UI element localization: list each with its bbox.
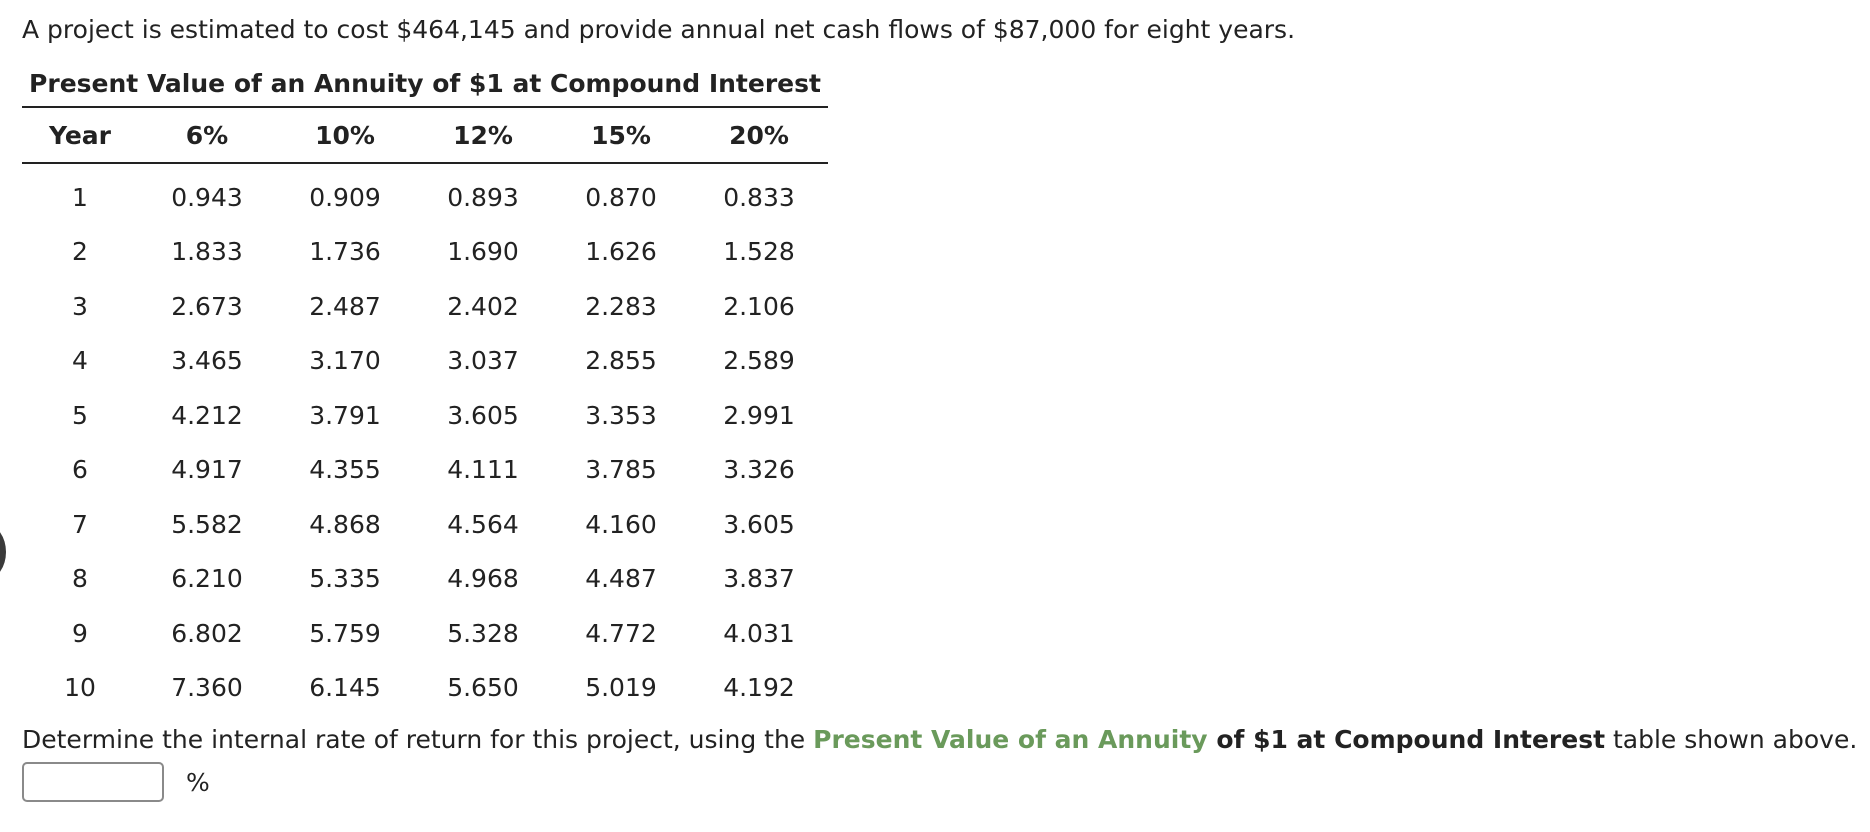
cell-rate-10: 4.868 bbox=[309, 509, 381, 539]
header-year: Year bbox=[22, 108, 138, 164]
cell-rate-15: 2.855 bbox=[585, 346, 657, 376]
cell-rate-12: 1.690 bbox=[447, 237, 519, 267]
cell-rate-10: 5.759 bbox=[309, 618, 381, 648]
table-row: 4 3.465 3.170 3.037 2.855 2.589 bbox=[22, 334, 828, 389]
cell-rate-15: 5.019 bbox=[585, 673, 657, 703]
header-rate-20: 20% bbox=[690, 108, 828, 164]
question-prefix: Determine the internal rate of return fo… bbox=[22, 725, 814, 754]
cell-rate-6: 4.212 bbox=[171, 400, 243, 430]
cell-year: 5 bbox=[72, 400, 88, 430]
cell-rate-6: 3.465 bbox=[171, 346, 243, 376]
cell-rate-6: 0.943 bbox=[171, 182, 243, 212]
question-bold-text: of $1 at Compound Interest bbox=[1207, 725, 1606, 754]
cell-rate-12: 2.402 bbox=[447, 291, 519, 321]
table-row: 2 1.833 1.736 1.690 1.626 1.528 bbox=[22, 225, 828, 280]
table-row: 6 4.917 4.355 4.111 3.785 3.326 bbox=[22, 443, 828, 498]
cell-rate-6: 7.360 bbox=[171, 673, 243, 703]
cell-rate-12: 4.111 bbox=[447, 455, 519, 485]
cell-rate-12: 5.328 bbox=[447, 618, 519, 648]
cell-year: 3 bbox=[72, 291, 88, 321]
cell-rate-10: 3.791 bbox=[309, 400, 381, 430]
cell-year: 1 bbox=[72, 182, 88, 212]
cell-rate-15: 3.353 bbox=[585, 400, 657, 430]
cell-rate-6: 2.673 bbox=[171, 291, 243, 321]
cell-rate-15: 0.870 bbox=[585, 182, 657, 212]
cell-year: 9 bbox=[72, 618, 88, 648]
edge-circle-icon bbox=[0, 525, 6, 579]
cell-year: 7 bbox=[72, 509, 88, 539]
table-row: 8 6.210 5.335 4.968 4.487 3.837 bbox=[22, 552, 828, 607]
cell-rate-20: 0.833 bbox=[723, 182, 795, 212]
table-body: 1 0.943 0.909 0.893 0.870 0.833 2 1.833 1.736 1.6… bbox=[22, 163, 828, 715]
cell-rate-12: 4.968 bbox=[447, 564, 519, 594]
cell-rate-6: 6.210 bbox=[171, 564, 243, 594]
cell-year: 2 bbox=[72, 237, 88, 267]
cell-rate-6: 5.582 bbox=[171, 509, 243, 539]
cell-rate-10: 1.736 bbox=[309, 237, 381, 267]
cell-rate-15: 1.626 bbox=[585, 237, 657, 267]
cell-rate-10: 4.355 bbox=[309, 455, 381, 485]
cell-year: 10 bbox=[64, 673, 96, 703]
cell-rate-15: 3.785 bbox=[585, 455, 657, 485]
question-text: Determine the internal rate of return fo… bbox=[22, 724, 1857, 756]
cell-rate-20: 2.991 bbox=[723, 400, 795, 430]
table-title: Present Value of an Annuity of $1 at Com… bbox=[22, 68, 828, 108]
cell-rate-20: 4.031 bbox=[723, 618, 795, 648]
cell-rate-10: 0.909 bbox=[309, 182, 381, 212]
cell-rate-12: 0.893 bbox=[447, 182, 519, 212]
cell-rate-20: 4.192 bbox=[723, 673, 795, 703]
table-header-row: Year 6% 10% 12% 15% 20% bbox=[22, 108, 828, 164]
question-suffix: table shown above. bbox=[1605, 725, 1858, 754]
table-row: 10 7.360 6.145 5.650 5.019 4.192 bbox=[22, 661, 828, 716]
cell-rate-12: 3.605 bbox=[447, 400, 519, 430]
table-row: 9 6.802 5.759 5.328 4.772 4.031 bbox=[22, 606, 828, 661]
cell-year: 4 bbox=[72, 346, 88, 376]
cell-rate-6: 6.802 bbox=[171, 618, 243, 648]
cell-year: 6 bbox=[72, 455, 88, 485]
cell-rate-20: 3.326 bbox=[723, 455, 795, 485]
cell-rate-10: 2.487 bbox=[309, 291, 381, 321]
header-rate-10: 10% bbox=[276, 108, 414, 164]
annuity-table: Year 6% 10% 12% 15% 20% 1 0.943 0.909 0.893… bbox=[22, 108, 828, 715]
cell-rate-6: 1.833 bbox=[171, 237, 243, 267]
cell-rate-20: 2.106 bbox=[723, 291, 795, 321]
table-reference-link[interactable]: Present Value of an Annuity bbox=[813, 725, 1208, 754]
cell-rate-10: 6.145 bbox=[309, 673, 381, 703]
cell-rate-12: 4.564 bbox=[447, 509, 519, 539]
problem-statement: A project is estimated to cost $464,145 … bbox=[22, 15, 1296, 44]
table-row: 7 5.582 4.868 4.564 4.160 3.605 bbox=[22, 497, 828, 552]
cell-rate-15: 4.487 bbox=[585, 564, 657, 594]
cell-rate-20: 2.589 bbox=[723, 346, 795, 376]
cell-rate-10: 5.335 bbox=[309, 564, 381, 594]
cell-rate-12: 5.650 bbox=[447, 673, 519, 703]
cell-rate-15: 2.283 bbox=[585, 291, 657, 321]
annuity-table-container: Present Value of an Annuity of $1 at Com… bbox=[22, 68, 828, 715]
cell-rate-20: 3.837 bbox=[723, 564, 795, 594]
answer-row: % bbox=[22, 762, 210, 802]
header-rate-12: 12% bbox=[414, 108, 552, 164]
table-row: 5 4.212 3.791 3.605 3.353 2.991 bbox=[22, 388, 828, 443]
irr-answer-input[interactable] bbox=[22, 762, 164, 802]
cell-rate-20: 1.528 bbox=[723, 237, 795, 267]
cell-rate-6: 4.917 bbox=[171, 455, 243, 485]
cell-rate-20: 3.605 bbox=[723, 509, 795, 539]
cell-rate-10: 3.170 bbox=[309, 346, 381, 376]
cell-rate-15: 4.160 bbox=[585, 509, 657, 539]
cell-rate-12: 3.037 bbox=[447, 346, 519, 376]
cell-year: 8 bbox=[72, 564, 88, 594]
header-rate-15: 15% bbox=[552, 108, 690, 164]
header-rate-6: 6% bbox=[138, 108, 276, 164]
percent-unit-label: % bbox=[186, 767, 210, 797]
cell-rate-15: 4.772 bbox=[585, 618, 657, 648]
table-row: 1 0.943 0.909 0.893 0.870 0.833 bbox=[22, 163, 828, 225]
table-row: 3 2.673 2.487 2.402 2.283 2.106 bbox=[22, 279, 828, 334]
